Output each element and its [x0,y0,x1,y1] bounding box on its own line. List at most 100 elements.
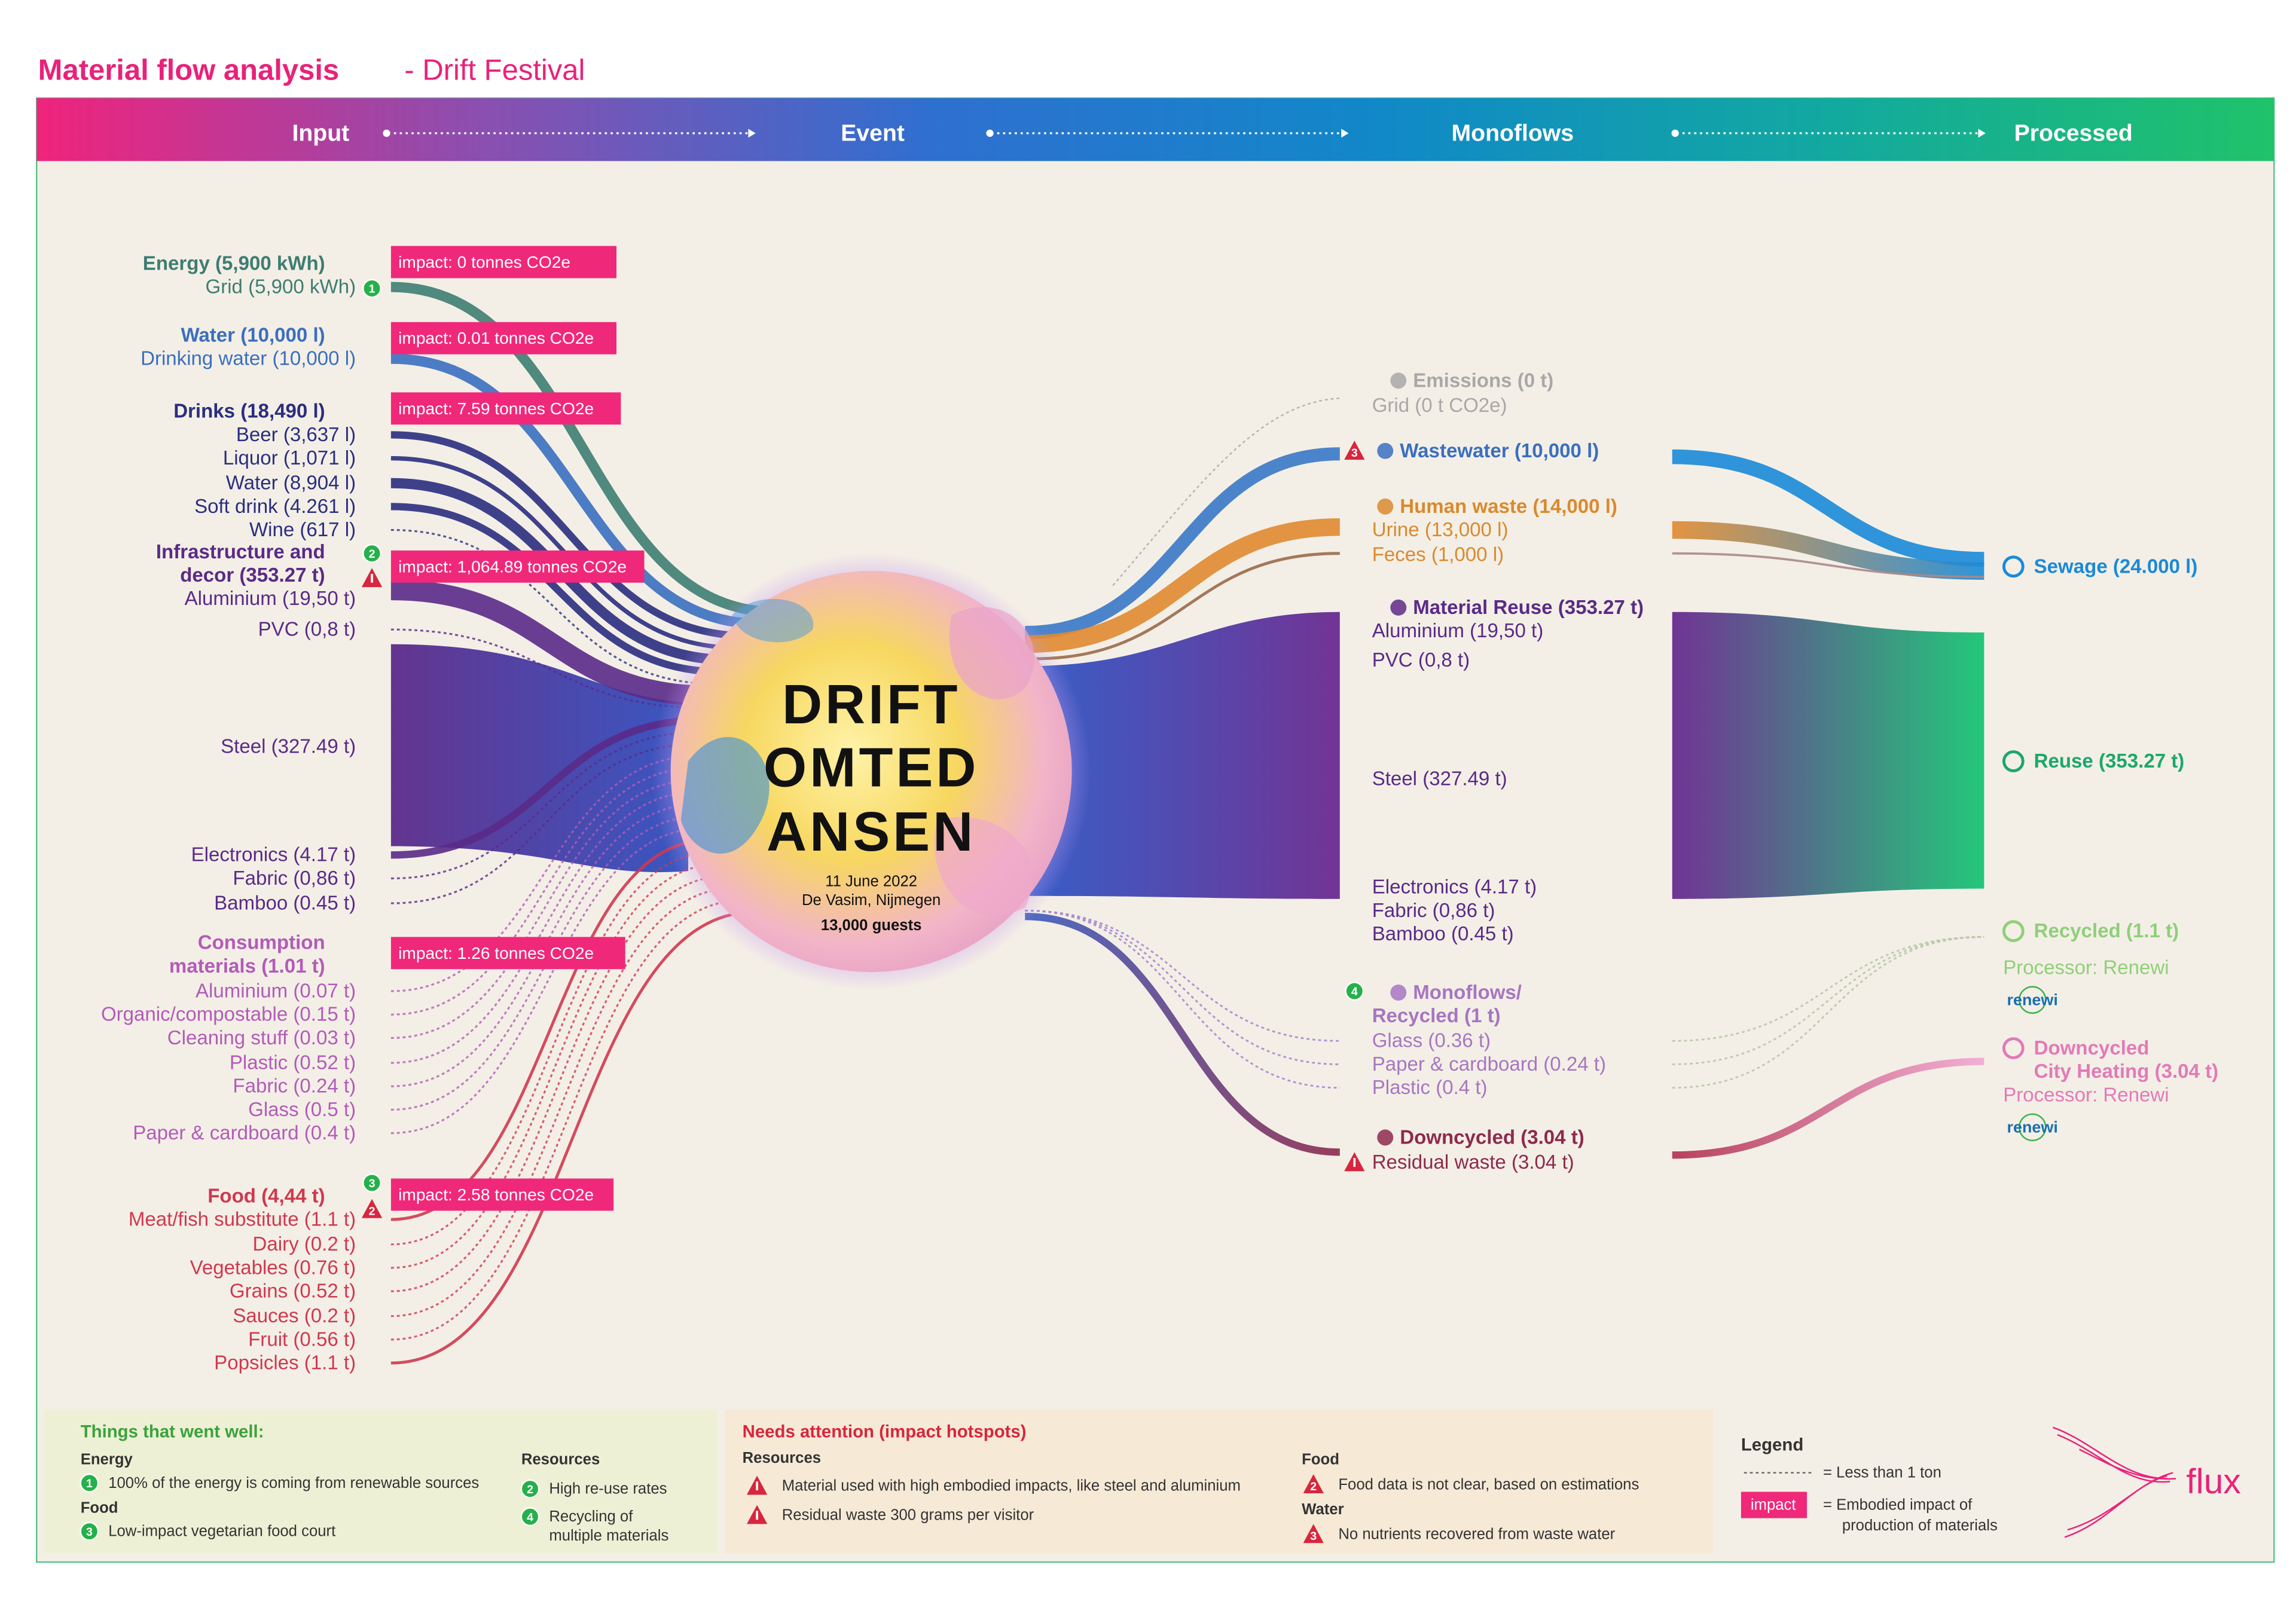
subtitle: - Drift Festival [404,54,585,87]
legend-swatch-label: impact [1751,1497,1796,1514]
item: Meat/fish substitute (1.1 t) [129,1209,356,1231]
stage: Monoflows [1452,120,1574,146]
icon [1377,1129,1394,1146]
processed-title: Reuse (353.27 t) [2034,750,2185,772]
badge-number: 3 [86,1526,93,1539]
flow [390,851,714,1246]
impact: impact: 7.59 tonnes CO2e [398,399,594,418]
stage: Processed [2014,120,2133,146]
item: Aluminium (19,50 t) [185,588,356,610]
badge [362,279,381,298]
impact: impact: 2.58 tonnes CO2e [398,1185,594,1204]
went-well-box [44,1410,718,1554]
point: 100% of the energy is coming from renewa… [108,1475,479,1491]
stage: Input [292,120,349,146]
flow [390,716,704,859]
processor: Processor: Renewi [2003,1084,2169,1106]
flow [1025,909,1340,1042]
item: Bamboo (0.45 t) [214,893,356,915]
item: Plastic (0.52 t) [230,1052,356,1074]
item: Glass (0.36 t) [1372,1030,1491,1052]
flow [390,827,706,1135]
badge-number: 2 [369,548,375,561]
flow [390,730,701,880]
monoflow-title: Recycled (1 t) [1372,1005,1501,1027]
flow [390,628,707,709]
logo-ring [2018,986,2047,1014]
item: Liquor (1,071 l) [223,447,356,469]
flow [1672,449,1984,567]
renewi-logo: renewi [2007,991,2058,1009]
section-heading: Resources [743,1450,821,1466]
group-title: Food (4,44 t) [207,1185,325,1207]
section-heading: Food [1302,1451,1339,1468]
flow [390,755,698,992]
monoflow-title: Monoflows/ [1413,982,1522,1004]
section-heading: Resources [521,1451,600,1468]
impact-box [390,322,617,354]
legend-text: production of materials [1842,1517,1998,1534]
icon [2002,555,2025,578]
badge [362,543,381,563]
icon [1377,498,1394,515]
item: Electronics (4.17 t) [191,844,356,866]
badge-number: 4 [1351,985,1358,998]
warning-number: 3 [1351,447,1358,460]
item: Plastic (0.4 t) [1372,1077,1488,1099]
event-venue: De Vasim, Nijmegen [802,892,941,909]
flow [390,767,697,1016]
group-title: Infrastructure and [156,541,325,563]
flow [1672,936,1984,1042]
badge-number: 4 [527,1511,533,1524]
group-title: Water (10,000 l) [181,324,325,346]
item: Residual waste (3.04 t) [1372,1151,1574,1173]
item: Popsicles (1.1 t) [214,1352,356,1374]
icon [1390,984,1407,1001]
flow-band [1672,612,1984,899]
renewi-logo: renewi [2007,1118,2058,1136]
icon [1390,599,1407,616]
impact: impact: 1,064.89 tonnes CO2e [398,557,627,576]
flow [1025,447,1340,640]
flow [1025,912,1340,1156]
item: Organic/compostable (0.15 t) [101,1004,356,1026]
impact: impact: 0.01 tonnes CO2e [398,329,594,347]
flow-band [1025,612,1340,899]
icon [1377,442,1394,459]
item: Paper & cardboard (0.24 t) [1372,1053,1606,1075]
flow [390,282,776,618]
badge [520,1479,540,1499]
impact-box [390,937,625,970]
item: Electronics (4.17 t) [1372,876,1537,898]
monoflow-title: Human waste (14,000 l) [1400,496,1617,518]
item: Beer (3,637 l) [236,424,356,446]
group-title: decor (353.27 t) [180,564,325,586]
badge [80,1473,99,1493]
item: Fruit (0.56 t) [248,1328,356,1350]
point: No nutrients recovered from waste water [1338,1526,1615,1543]
flow [390,910,755,1365]
event-date: 11 June 2022 [825,873,917,890]
stage-arrow-heads [383,129,1986,138]
badge [80,1521,99,1541]
item: Steel (327.49 t) [1372,768,1507,790]
icon [2002,920,2025,942]
flow-band [390,644,689,872]
item: Fabric (0,86 t) [1372,900,1495,922]
flow [1112,397,1340,586]
item: Urine (13,000 l) [1372,519,1509,541]
point: multiple materials [549,1527,668,1544]
group-title: Drinks (18,490 l) [173,401,325,423]
item: Vegetables (0.76 t) [190,1257,356,1279]
section-heading: Food [81,1499,118,1516]
group-title: materials (1.01 t) [169,955,325,977]
went-well-title: Things that went well: [81,1422,264,1442]
event-name: OMTED [764,736,979,798]
item: Aluminium (19,50 t) [1372,620,1544,642]
icon [2002,750,2025,772]
title: Material flow analysis [38,54,339,87]
flow [1025,909,1340,1089]
logo-ring [2018,1113,2047,1142]
flow [1672,521,1984,580]
point: Residual waste 300 grams per visitor [782,1507,1034,1524]
